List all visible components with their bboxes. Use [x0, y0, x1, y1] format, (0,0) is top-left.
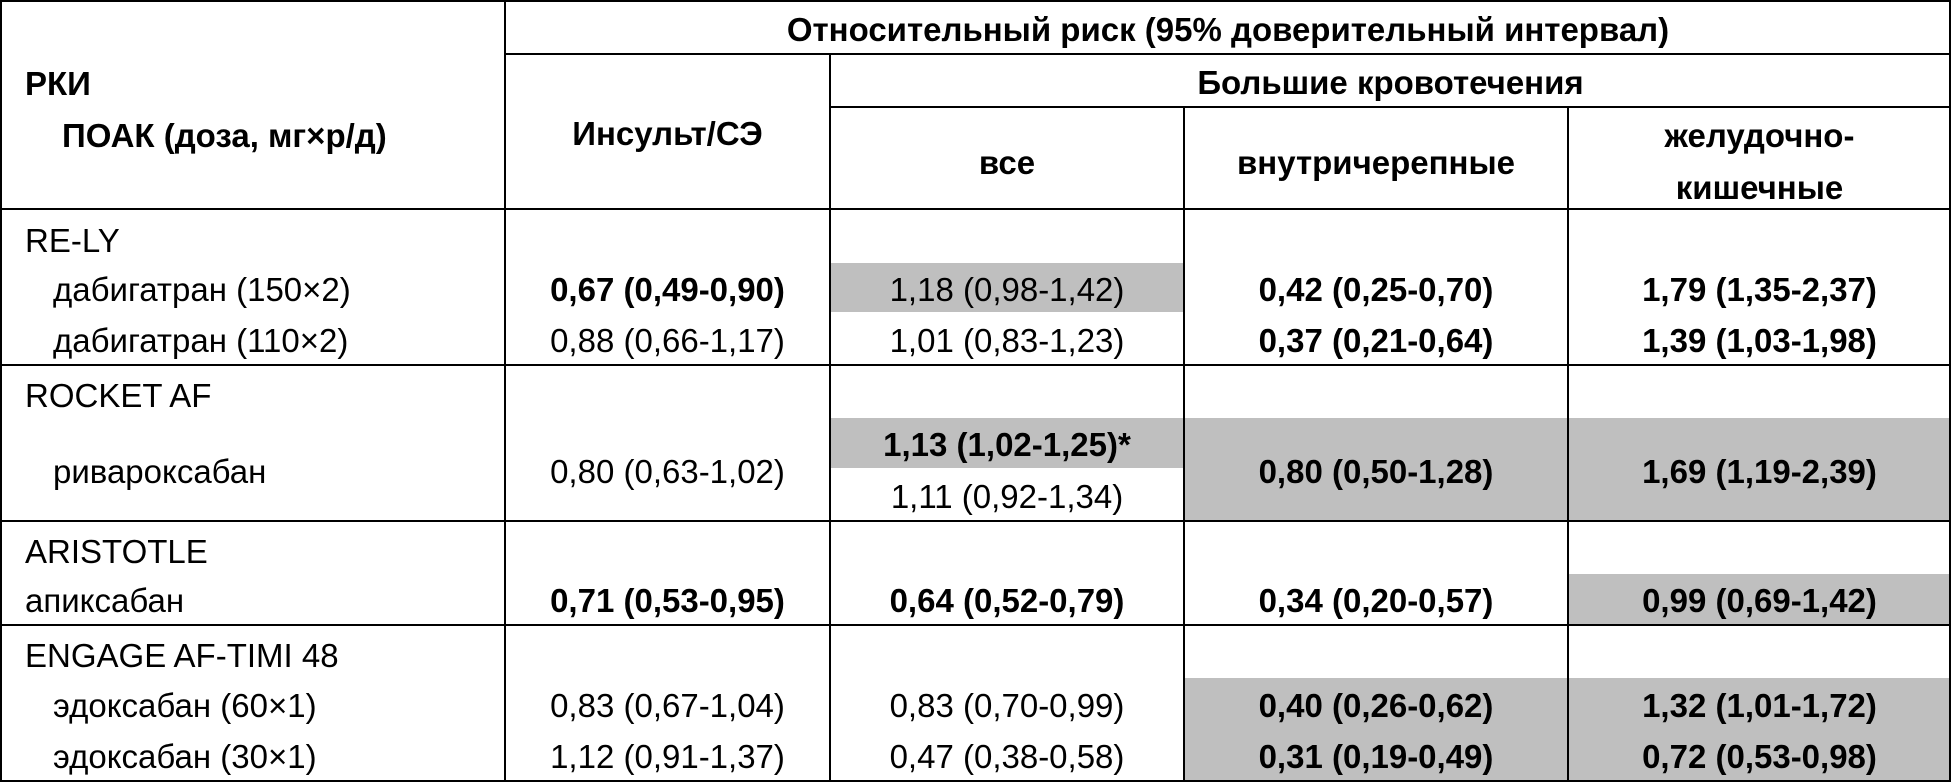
rocket-stroke: 0,80 (0,63-1,02): [550, 453, 785, 490]
drug-edoxaban-60: эдоксабан (60×1): [53, 687, 317, 724]
shade-rocket-gi: [1569, 418, 1951, 520]
aristotle-ich: 0,34 (0,20-0,57): [1258, 582, 1494, 619]
border-rr-under: [505, 53, 1951, 55]
border-rely-bottom: [0, 364, 1951, 366]
engage-30-ich: 0,31 (0,19-0,49): [1258, 738, 1494, 775]
header-gi-2: кишечные: [1675, 169, 1844, 206]
engage-60-all: 0,83 (0,70-0,99): [889, 687, 1125, 724]
header-gi-1: желудочно-: [1664, 117, 1855, 154]
rely-110-gi: 1,39 (1,03-1,98): [1642, 322, 1877, 359]
rely-150-all: 1,18 (0,98-1,42): [889, 271, 1125, 308]
header-doac: ПОАК (доза, мг×р/д): [62, 117, 387, 154]
rocket-gi: 1,69 (1,19-2,39): [1642, 453, 1877, 490]
drug-dabigatran-150: дабигатран (150×2): [53, 271, 351, 308]
engage-30-gi: 0,72 (0,53-0,98): [1642, 738, 1877, 775]
border-right: [1949, 0, 1951, 782]
drug-edoxaban-30: эдоксабан (30×1): [53, 738, 317, 775]
rely-110-stroke: 0,88 (0,66-1,17): [550, 322, 785, 359]
border-left: [0, 0, 2, 782]
shade-aristotle-gi: [1569, 574, 1951, 624]
trial-aristotle: ARISTOTLE: [25, 533, 208, 570]
trial-rocket: ROCKET AF: [25, 377, 212, 414]
rely-150-stroke: 0,67 (0,49-0,90): [550, 271, 785, 308]
border-col3: [1183, 107, 1185, 782]
rocket-all-1: 1,13 (1,02-1,25)*: [883, 426, 1131, 463]
shade-engage-gi: [1569, 678, 1951, 782]
header-all: все: [978, 144, 1036, 181]
engage-60-stroke: 0,83 (0,67-1,04): [550, 687, 785, 724]
border-rocket-bottom: [0, 520, 1951, 522]
border-aristotle-bottom: [0, 624, 1951, 626]
drug-dabigatran-110: дабигатран (110×2): [53, 322, 349, 359]
shade-rely-all-150: [830, 263, 1183, 312]
drug-apixaban: апиксабан: [25, 582, 185, 619]
engage-60-gi: 1,32 (1,01-1,72): [1642, 687, 1877, 724]
aristotle-stroke: 0,71 (0,53-0,95): [550, 582, 785, 619]
rely-110-ich: 0,37 (0,21-0,64): [1258, 322, 1494, 359]
engage-60-ich: 0,40 (0,26-0,62): [1258, 687, 1494, 724]
border-top: [0, 0, 1951, 2]
border-col4: [1567, 107, 1569, 782]
shade-rocket-all-1: [830, 418, 1183, 468]
aristotle-gi: 0,99 (0,69-1,42): [1642, 582, 1877, 619]
header-bleed-title: Большие кровотечения: [1197, 64, 1584, 101]
rely-150-ich: 0,42 (0,25-0,70): [1258, 271, 1494, 308]
header-ich: внутричерепные: [1236, 144, 1515, 181]
shade-rocket-ich: [1184, 418, 1567, 520]
header-stroke: Инсульт/СЭ: [572, 115, 763, 152]
border-col2: [829, 54, 831, 782]
trial-engage: ENGAGE AF-TIMI 48: [25, 637, 339, 674]
border-col1: [504, 0, 506, 782]
border-header-bottom: [0, 208, 1951, 210]
rely-150-gi: 1,79 (1,35-2,37): [1642, 271, 1877, 308]
rocket-all-2: 1,11 (0,92-1,34): [890, 478, 1124, 515]
trial-rely: RE-LY: [25, 222, 120, 259]
rocket-ich: 0,80 (0,50-1,28): [1258, 453, 1494, 490]
header-rct: РКИ: [25, 65, 91, 102]
header-rr-title: Относительный риск (95% доверительный ин…: [786, 11, 1670, 48]
engage-30-stroke: 1,12 (0,91-1,37): [550, 738, 785, 775]
drug-rivaroxaban: ривароксабан: [53, 453, 267, 490]
rely-110-all: 1,01 (0,83-1,23): [889, 322, 1125, 359]
border-bleed-under: [830, 106, 1951, 108]
engage-30-all: 0,47 (0,38-0,58): [889, 738, 1125, 775]
aristotle-all: 0,64 (0,52-0,79): [889, 582, 1125, 619]
border-bottom: [0, 780, 1951, 782]
shade-engage-ich: [1184, 678, 1567, 782]
